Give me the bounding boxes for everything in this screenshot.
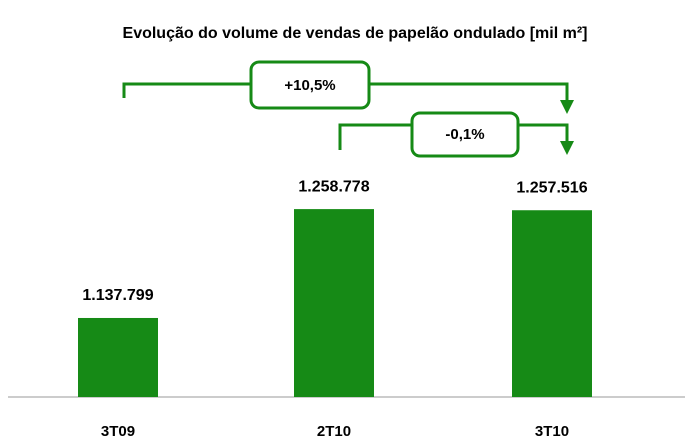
annotation: +10,5% [284,77,335,94]
value-label: 1.258.778 [298,178,369,195]
x-tick-label: 2T10 [317,423,351,440]
bar [78,317,158,397]
value-label: 1.137.799 [82,287,153,304]
x-tick-label: 3T09 [101,423,135,440]
annotation: -0,1% [445,126,484,143]
bar [512,210,592,397]
bar [294,209,374,397]
annotation-box [410,111,520,158]
arrow-head [560,141,574,155]
annotation-box [249,60,371,110]
value-label: 1.257.516 [516,179,587,196]
chart-title: Evolução do volume de vendas de papelão … [123,25,588,42]
x-tick-label: 3T10 [535,423,569,440]
arrow-head [560,100,574,114]
change-arrows [122,60,569,158]
